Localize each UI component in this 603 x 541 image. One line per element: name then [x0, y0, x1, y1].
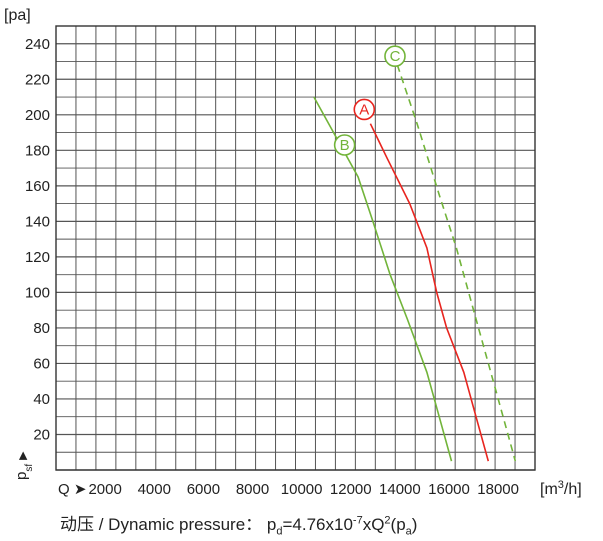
y-tick-label: 180 [25, 142, 50, 159]
x-tick-label: 16000 [428, 481, 470, 498]
x-tick-label: 8000 [236, 481, 269, 498]
y-axis-symbol: psf▶ [13, 451, 35, 480]
plot-frame [55, 25, 536, 471]
series-b-curve [313, 96, 453, 462]
y-tick-label: 20 [33, 426, 50, 443]
x-tick-label: 18000 [477, 481, 519, 498]
grid [55, 25, 536, 471]
fan-curve-chart: A B C 20 40 60 80 100 120 140 160 180 200 220 240 2000… [4, 7, 582, 498]
x-tick-label: 12000 [330, 481, 372, 498]
formula-prefix: 动压 / Dynamic pressure： p [60, 515, 277, 534]
formula-sub-a: a [405, 525, 412, 538]
y-tick-label: 100 [25, 284, 50, 301]
y-tick-label: 60 [33, 355, 50, 372]
curve-label-c: C [390, 48, 401, 65]
x-tick-label: 10000 [281, 481, 323, 498]
formula-paren-open: (p [390, 515, 406, 534]
formula-sq: 2 [384, 514, 391, 527]
y-axis-unit: [pa] [4, 7, 31, 24]
formula-sub-d: d [276, 525, 283, 538]
curve-label-a-circle [353, 98, 376, 121]
axis-units: [pa] [m3/h] Q ➤ psf▶ [4, 7, 582, 498]
series-lines [313, 64, 517, 462]
y-tick-label: 80 [33, 320, 50, 337]
series-a-curve [369, 123, 490, 462]
curve-label-b-circle [333, 134, 356, 156]
series-c-curve [396, 64, 517, 462]
y-tick-label: 220 [25, 71, 50, 88]
formula-paren-close: ) [411, 515, 418, 534]
formula-xq: xQ [362, 515, 385, 534]
tick-labels: 20 40 60 80 100 120 140 160 180 200 220 240 2000 4000… [25, 36, 519, 498]
axes [55, 25, 536, 471]
formula-exp: -7 [352, 514, 363, 527]
x-tick-label: 14000 [379, 481, 421, 498]
curve-label-c-circle [384, 45, 406, 67]
x-axis-symbol: Q ➤ [58, 481, 86, 498]
series-labels: A B C [333, 45, 406, 156]
x-tick-label: 4000 [138, 481, 171, 498]
y-tick-label: 120 [25, 249, 50, 266]
x-axis-unit: [m3/h] [540, 479, 582, 498]
y-tick-label: 200 [25, 107, 50, 124]
curve-label-b: B [340, 137, 350, 154]
x-tick-label: 6000 [187, 481, 220, 498]
y-tick-label: 160 [25, 178, 50, 195]
y-tick-label: 240 [25, 36, 50, 53]
dynamic-pressure-formula: 动压 / Dynamic pressure： pd=4.76x10-7xQ2(p… [60, 510, 417, 537]
y-tick-label: 140 [25, 213, 50, 230]
formula-mid: =4.76x10 [282, 515, 353, 534]
y-tick-label: 40 [33, 391, 50, 408]
x-tick-label: 2000 [88, 481, 121, 498]
curve-label-a: A [359, 101, 369, 118]
